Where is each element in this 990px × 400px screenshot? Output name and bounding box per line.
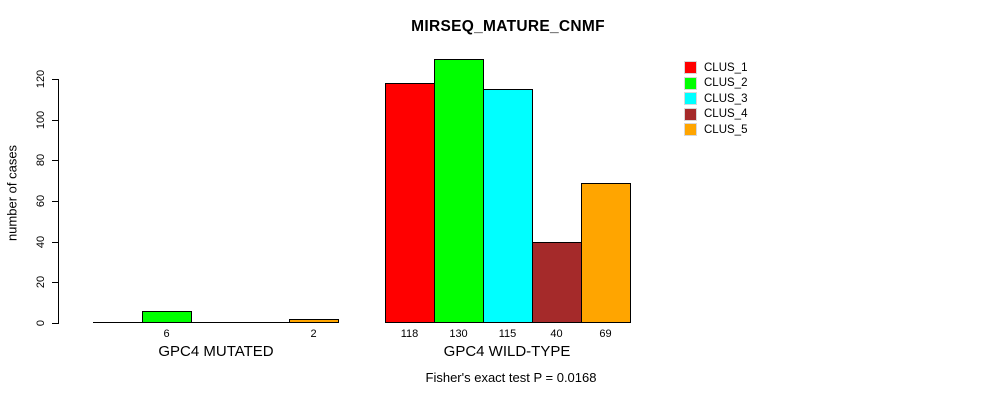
bar-value-label: 6	[163, 328, 170, 340]
bar-clus_3-group2	[483, 89, 533, 323]
legend-swatch-icon	[684, 107, 697, 121]
y-tick-mark	[52, 323, 58, 324]
legend-swatch-icon	[684, 123, 697, 136]
y-tick-mark	[52, 79, 58, 80]
legend-row-clus_3: CLUS_3	[684, 92, 747, 105]
zero-bar-clus_1-group1	[93, 322, 143, 323]
y-tick-mark	[52, 120, 58, 121]
y-tick-label: 120	[35, 69, 47, 89]
group-label-gpc4-mutated: GPC4 MUTATED	[158, 343, 274, 360]
legend-swatch-icon	[684, 76, 697, 90]
legend-label: CLUS_2	[704, 77, 748, 89]
y-tick-label: 60	[35, 194, 47, 208]
legend-row-clus_2: CLUS_2	[684, 76, 748, 90]
legend-label: CLUS_5	[704, 123, 748, 136]
bar-clus_2-group1	[142, 311, 192, 323]
legend-swatch-icon	[684, 92, 697, 105]
bar-clus_5-group1	[289, 319, 339, 323]
legend-label: CLUS_3	[704, 92, 748, 105]
legend-label: CLUS_1	[704, 61, 748, 74]
bar-value-label: 69	[599, 328, 612, 340]
bar-value-label: 40	[550, 328, 563, 340]
bar-clus_4-group2	[532, 242, 582, 323]
bar-clus_2-group2	[434, 59, 484, 323]
y-tick-mark	[52, 160, 58, 161]
y-tick-label: 40	[35, 235, 47, 249]
bar-value-label: 115	[498, 328, 517, 340]
legend-row-clus_4: CLUS_4	[684, 107, 748, 121]
y-tick-label: 80	[35, 153, 47, 167]
zero-bar-clus_3-group1	[191, 322, 241, 323]
legend: CLUS_1 CLUS_2 CLUS_3 CLUS_4 CLUS_5	[684, 61, 747, 139]
y-axis-line	[58, 79, 59, 324]
legend-swatch-icon	[684, 61, 697, 74]
bar-value-label: 2	[310, 328, 317, 340]
y-tick-label: 20	[35, 275, 47, 289]
y-tick-label: 0	[35, 319, 47, 327]
y-tick-mark	[52, 282, 58, 283]
bar-clus_5-group2	[581, 183, 631, 323]
fisher-test-footnote: Fisher's exact test P = 0.0168	[425, 370, 597, 385]
group-label-gpc4-wild-type: GPC4 WILD-TYPE	[443, 343, 571, 360]
bar-clus_1-group2	[385, 83, 435, 323]
y-tick-label: 100	[35, 110, 47, 130]
chart-title: MIRSEQ_MATURE_CNMF	[411, 18, 605, 35]
zero-bar-clus_4-group1	[240, 322, 290, 323]
legend-row-clus_5: CLUS_5	[684, 123, 747, 136]
legend-row-clus_1: CLUS_1	[684, 61, 747, 74]
y-tick-mark	[52, 201, 58, 202]
legend-label: CLUS_4	[704, 108, 748, 120]
y-axis-title: number of cases	[4, 144, 20, 242]
bar-value-label: 118	[400, 328, 419, 340]
y-tick-mark	[52, 242, 58, 243]
bar-value-label: 130	[449, 328, 468, 340]
